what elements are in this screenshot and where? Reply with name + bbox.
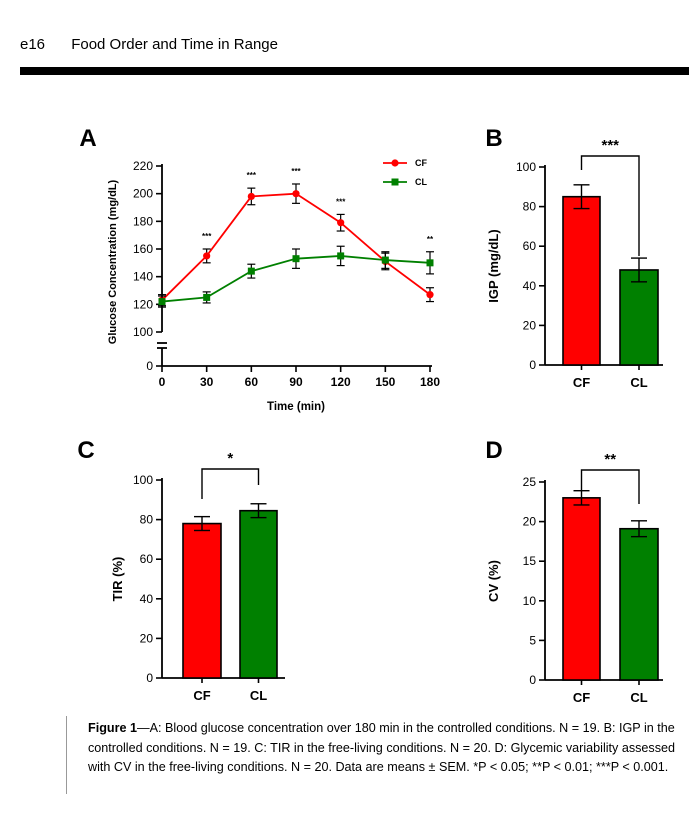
panel-a-x-tick-label: 60 (245, 375, 259, 389)
panel-c-bar-cf (182, 522, 222, 679)
panel-d-bar-cf (562, 497, 601, 681)
cf-point (292, 190, 300, 198)
significance-annotation: *** (336, 197, 346, 206)
significance-annotation: *** (291, 167, 301, 176)
header-rule (20, 67, 689, 75)
figure-caption: Figure 1—A: Blood glucose concentration … (88, 719, 686, 778)
series-line-cf (161, 192, 431, 301)
cl-point (292, 255, 300, 263)
panel-c-x-tick-label: CF (193, 688, 210, 703)
panel-a-label: A (79, 125, 96, 152)
panel-b-y-tick-label: 100 (516, 160, 536, 174)
panel-d-y-label: CV (%) (486, 560, 501, 602)
panel-d-x-tick-label: CF (573, 690, 590, 705)
panel-b-significance-bracket (580, 155, 640, 256)
panel-d-y-tick-label: 20 (523, 515, 537, 529)
caption-rule (66, 716, 67, 794)
panel-a-x-tick-label: 0 (159, 375, 166, 389)
panel-a-y-tick-label: 160 (133, 242, 153, 256)
cl-point (337, 252, 345, 260)
panel-b-significance-label: *** (601, 137, 619, 154)
panel-d-y-tick-label: 15 (523, 554, 537, 568)
panel-b-bar-cl (619, 269, 659, 366)
panel-c-label: C (77, 437, 94, 464)
panel-c-significance-bracket (201, 468, 260, 499)
running-title: Food Order and Time in Range (71, 36, 278, 53)
panel-a-y-tick-label: 140 (133, 270, 153, 284)
panel-a-y-tick-label: 180 (133, 214, 153, 228)
panel-a-y-tick-label: 200 (133, 187, 153, 201)
legend-cf-label: CF (415, 158, 427, 168)
panel-a-y-tick-label: 0 (146, 359, 153, 373)
panel-d-y-tick-label: 0 (529, 673, 536, 687)
cl-point (381, 256, 389, 264)
panel-a-x-tick-label: 120 (331, 375, 351, 389)
panel-d-significance-bracket (580, 469, 640, 504)
caption-label: Figure 1 (88, 721, 137, 735)
running-header: e16 Food Order and Time in Range (20, 36, 278, 53)
panel-c-y-tick-label: 40 (140, 592, 154, 606)
panel-a-x-tick-label: 30 (200, 375, 214, 389)
panel-a-y-label: Glucose Concentration (mg/dL) (107, 179, 119, 344)
significance-annotation: ** (427, 235, 434, 244)
panel-c-significance-label: * (227, 450, 233, 467)
panel-b-y-tick-label: 80 (523, 200, 537, 214)
panel-b-bar-cf (562, 195, 601, 366)
panel-c-y-tick-label: 100 (133, 473, 153, 487)
panel-c-x-tick-label: CL (250, 688, 267, 703)
panel-c-y-tick-label: 0 (146, 671, 153, 685)
panel-a-y-tick-label: 220 (133, 159, 153, 173)
panel-b-x-tick-label: CL (630, 375, 647, 390)
legend-cl-label: CL (415, 177, 427, 187)
panel-b-y-tick-label: 0 (529, 358, 536, 372)
panel-a-y-tick-label: 100 (133, 325, 153, 339)
panel-d-y-tick-label: 5 (529, 633, 536, 647)
panel-c-y-label: TIR (%) (110, 557, 125, 602)
panel-d-label: D (485, 437, 502, 464)
cl-point (158, 298, 166, 306)
panel-b-label: B (485, 125, 502, 152)
panel-a-y-tick-label: 120 (133, 297, 153, 311)
cl-point (247, 267, 255, 275)
panel-d-y-tick-label: 10 (523, 594, 537, 608)
panel-c-bar-cl (239, 509, 278, 679)
page-number: e16 (20, 36, 46, 53)
legend-cf-marker (391, 159, 399, 167)
panel-d-significance-label: ** (604, 451, 616, 468)
cl-point (426, 259, 434, 267)
panel-d-bar-cl (619, 527, 659, 681)
cf-point (337, 219, 345, 227)
panel-d-y-tick-label: 25 (523, 475, 537, 489)
significance-annotation: *** (247, 171, 257, 180)
panel-a-x-tick-label: 150 (375, 375, 395, 389)
panel-a-x-tick-label: 180 (420, 375, 440, 389)
panel-b-y-label: IGP (mg/dL) (486, 229, 501, 302)
panel-c-y-tick-label: 20 (140, 631, 154, 645)
cf-point (426, 291, 434, 299)
panel-b-y-tick-label: 60 (523, 239, 537, 253)
significance-annotation: *** (202, 232, 212, 241)
panel-b-y-tick-label: 20 (523, 318, 537, 332)
panel-c-y-tick-label: 80 (140, 513, 154, 527)
cf-point (247, 192, 255, 201)
cl-point (203, 293, 211, 301)
panel-b-x-tick-label: CF (573, 375, 590, 390)
panel-a-x-label: Time (min) (267, 401, 325, 413)
caption-text: —A: Blood glucose concentration over 180… (88, 721, 676, 774)
panel-d-x-tick-label: CL (630, 690, 647, 705)
cf-point (203, 252, 211, 260)
panel-a-x-tick-label: 90 (289, 375, 303, 389)
legend-cl-marker (391, 178, 399, 186)
panel-b-y-tick-label: 40 (523, 279, 537, 293)
panel-c-y-tick-label: 60 (140, 552, 154, 566)
